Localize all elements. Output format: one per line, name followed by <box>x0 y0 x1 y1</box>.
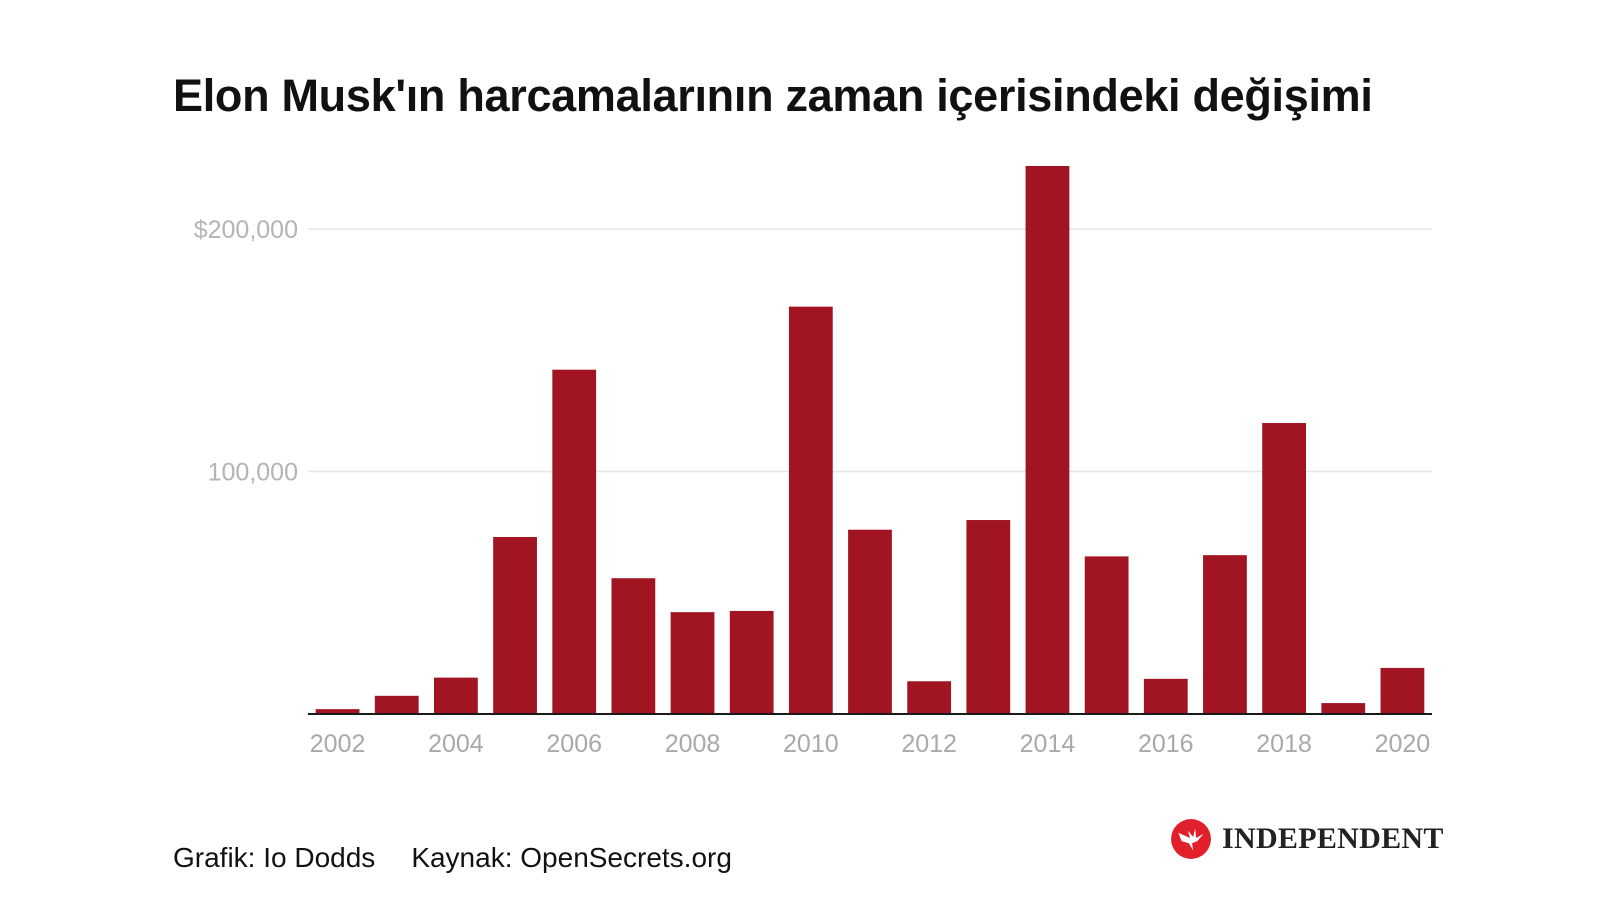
bar-2013 <box>966 520 1011 714</box>
bar-2015 <box>1084 556 1129 714</box>
bar-2014 <box>1025 166 1070 714</box>
brand-name: INDEPENDENT <box>1222 822 1444 855</box>
bar-2016 <box>1143 678 1188 714</box>
y-tick-label: 100,000 <box>208 459 298 487</box>
bar-2020 <box>1380 667 1425 714</box>
bar-2018 <box>1262 423 1306 714</box>
bar-chart: 100,000 $200,000 2002 2004 2006 2008 2010 2012 2… <box>194 166 1432 758</box>
y-tick-label: $200,000 <box>194 216 298 244</box>
bar-2012 <box>907 681 952 714</box>
x-tick-label: 2002 <box>310 730 366 758</box>
bar-2003 <box>374 695 419 714</box>
x-tick-label: 2004 <box>428 730 484 758</box>
bar-2007 <box>611 578 656 714</box>
source-text: Kaynak: OpenSecrets.org <box>411 842 732 873</box>
x-tick-label: 2012 <box>901 730 957 758</box>
bar-2017 <box>1203 555 1247 714</box>
bar-2008 <box>670 612 715 714</box>
chart-footer: Grafik: Io Dodds Kaynak: OpenSecrets.org <box>173 842 732 874</box>
bar-2011 <box>848 529 892 714</box>
bar-2009 <box>729 610 774 714</box>
bar-2006 <box>552 369 597 714</box>
credit-text: Grafik: Io Dodds <box>173 842 376 873</box>
bar-2002 <box>315 709 360 714</box>
bar-2004 <box>434 677 478 714</box>
x-tick-label: 2016 <box>1138 730 1194 758</box>
x-tick-label: 2018 <box>1256 730 1312 758</box>
brand[interactable]: INDEPENDENT <box>1170 818 1444 860</box>
chart-title: Elon Musk'ın harcamalarının zaman içeris… <box>173 70 1373 121</box>
x-tick-label: 2006 <box>546 730 602 758</box>
x-tick-label: 2008 <box>665 730 721 758</box>
bar-2019 <box>1321 703 1366 714</box>
eagle-icon <box>1171 819 1211 859</box>
bar-2005 <box>493 536 537 714</box>
x-tick-label: 2014 <box>1020 730 1076 758</box>
x-tick-label: 2020 <box>1375 730 1431 758</box>
x-tick-label: 2010 <box>783 730 839 758</box>
bar-2010 <box>788 306 833 714</box>
